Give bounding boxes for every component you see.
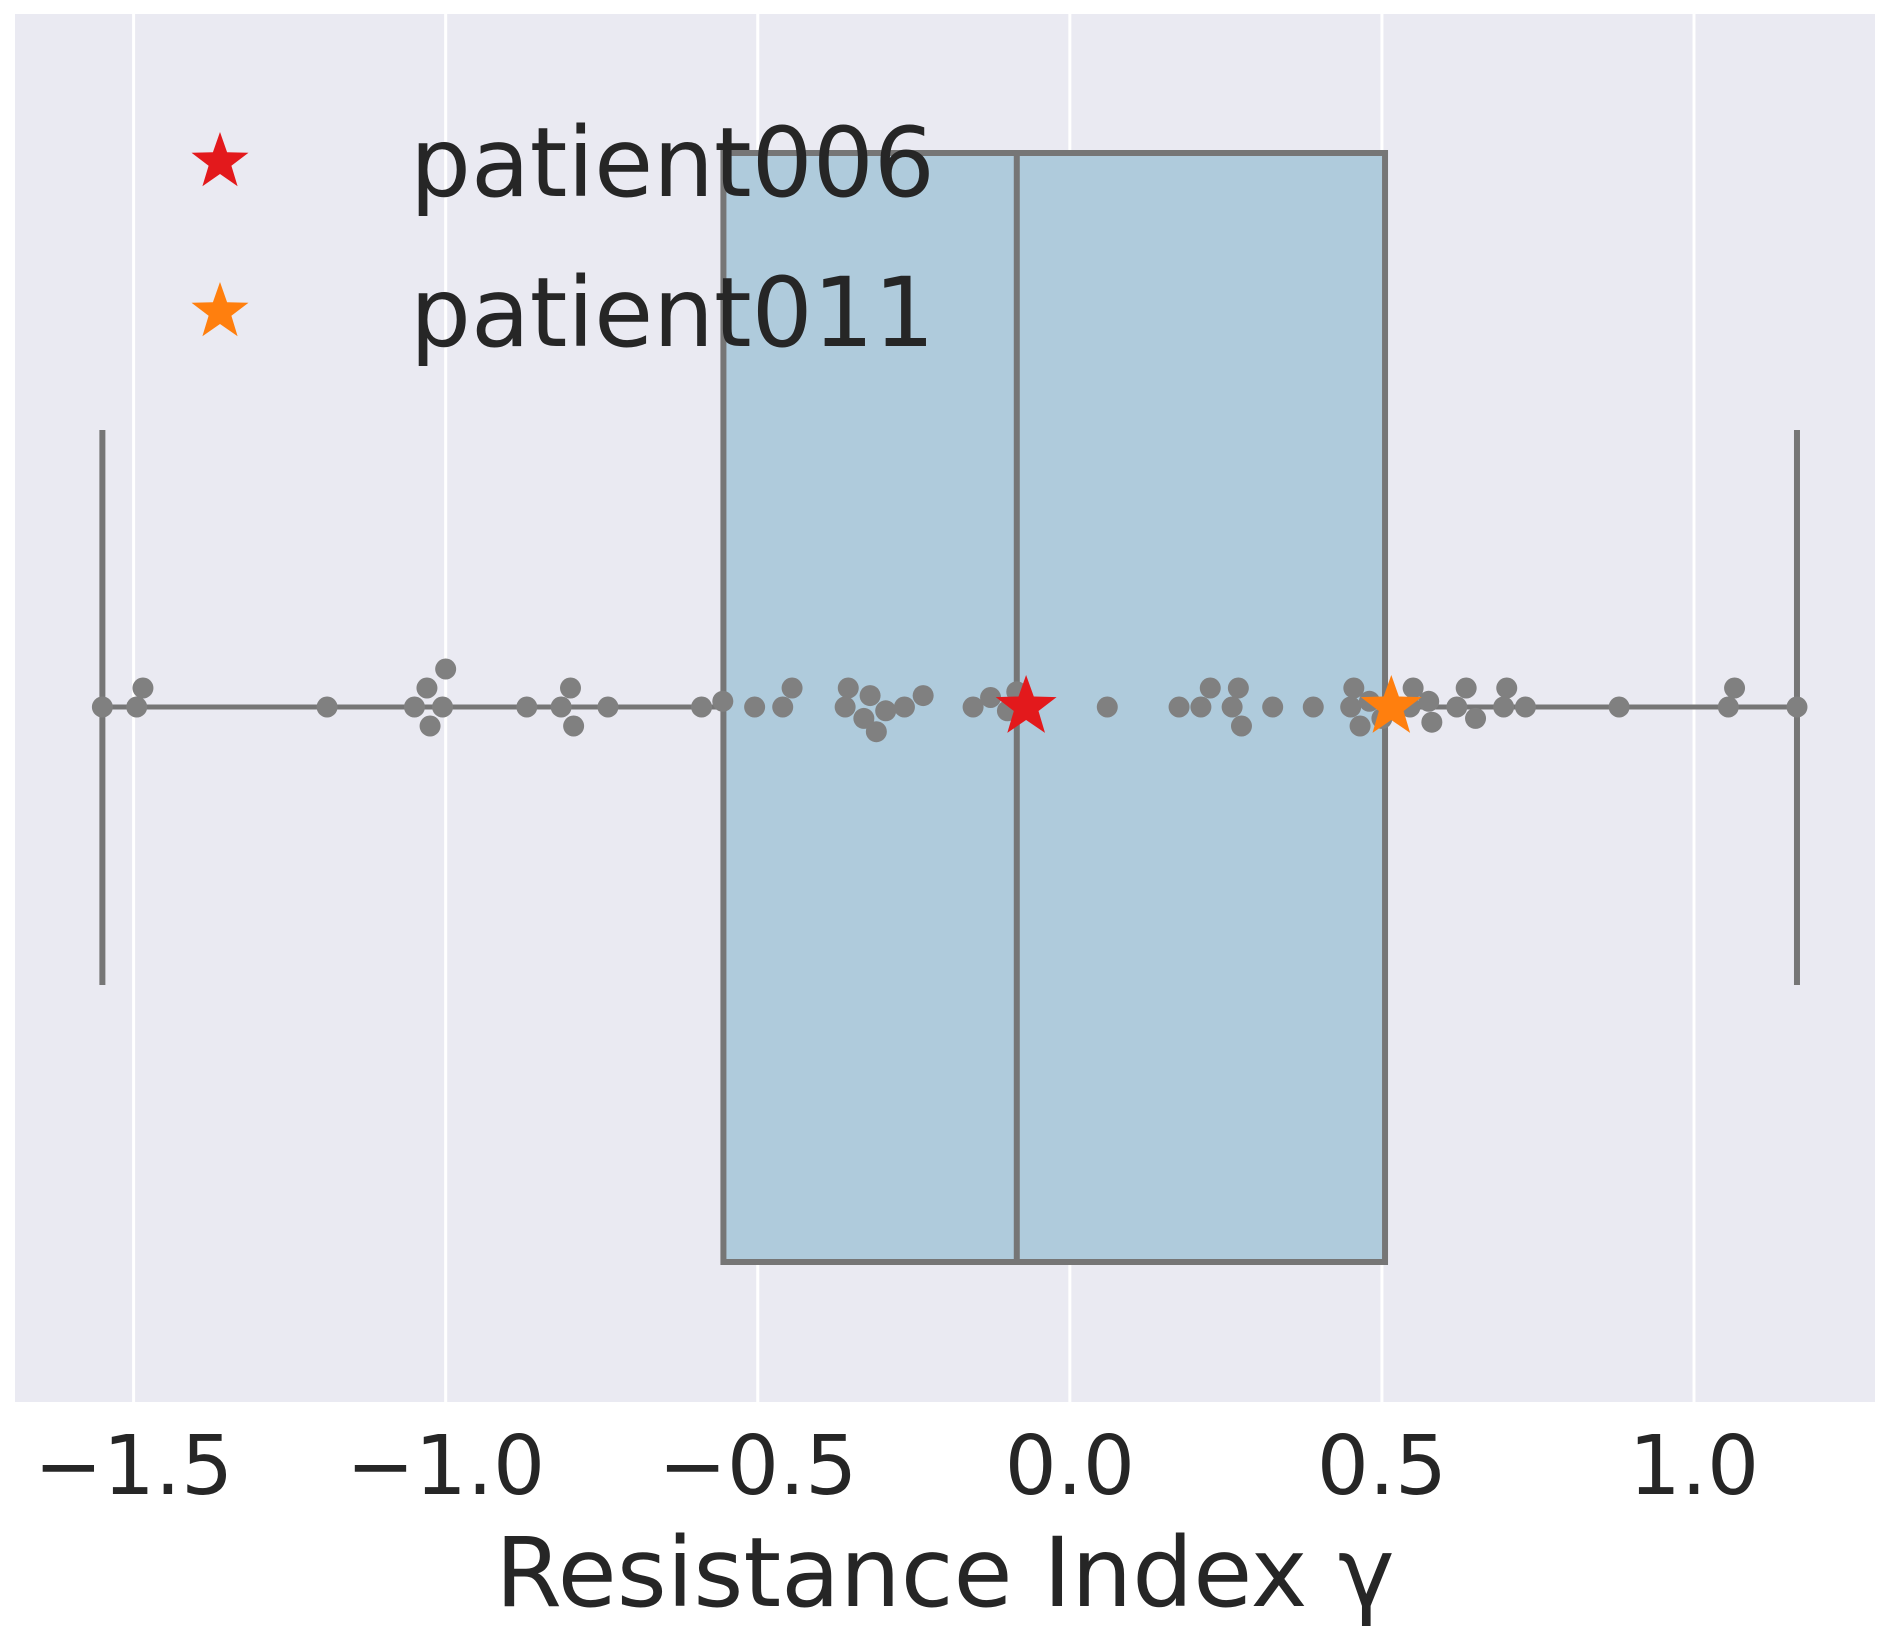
data-point <box>875 700 897 722</box>
data-point <box>1168 696 1190 718</box>
data-point <box>1455 677 1477 699</box>
data-point <box>837 677 859 699</box>
data-point <box>744 696 766 718</box>
data-point <box>962 696 984 718</box>
data-point <box>1221 696 1243 718</box>
data-point <box>980 687 1002 708</box>
data-point <box>781 677 803 699</box>
data-points <box>91 658 1808 743</box>
legend-star-patient006 <box>191 132 249 187</box>
data-point <box>772 696 794 718</box>
data-point <box>563 715 585 737</box>
legend: patient006 patient011 <box>191 107 935 369</box>
data-point <box>1096 696 1118 718</box>
data-point <box>1786 696 1808 718</box>
data-point <box>1199 677 1221 699</box>
data-point <box>1190 696 1212 718</box>
x-tick-label: 0.0 <box>1005 1419 1135 1514</box>
data-point <box>1343 677 1365 699</box>
x-tick-label: 0.5 <box>1317 1419 1447 1514</box>
legend-star-patient011 <box>191 282 249 337</box>
data-point <box>1302 696 1324 718</box>
data-point <box>1230 715 1252 737</box>
data-point <box>1717 696 1739 718</box>
data-point <box>126 696 148 718</box>
data-point <box>419 715 441 737</box>
x-tick-labels: −1.5 −1.0 −0.5 0.0 0.5 1.0 <box>34 1419 1759 1514</box>
data-point <box>712 690 734 712</box>
data-point <box>1262 696 1284 718</box>
x-tick-label: 1.0 <box>1629 1419 1759 1514</box>
data-point <box>516 696 538 718</box>
data-point <box>1418 690 1440 712</box>
data-point <box>1465 707 1487 729</box>
data-point <box>853 707 875 729</box>
data-point <box>1514 696 1536 718</box>
data-point <box>560 677 582 699</box>
data-point <box>432 696 454 718</box>
data-point <box>316 696 338 718</box>
data-point <box>1421 711 1443 733</box>
data-point <box>597 696 619 718</box>
data-point <box>1724 677 1746 699</box>
data-point <box>1608 696 1630 718</box>
data-point <box>912 685 934 707</box>
data-point <box>1340 696 1362 718</box>
data-point <box>403 696 425 718</box>
data-point <box>1227 677 1249 699</box>
data-point <box>550 696 572 718</box>
highlight-star-patient011 <box>1360 675 1422 733</box>
data-point <box>865 721 887 743</box>
x-tick-label: −0.5 <box>658 1419 857 1514</box>
data-point <box>1446 696 1468 718</box>
data-point <box>416 677 438 699</box>
legend-label-patient011: patient011 <box>410 257 935 369</box>
x-tick-label: −1.5 <box>34 1419 233 1514</box>
data-point <box>1349 715 1371 737</box>
data-point <box>1493 696 1515 718</box>
legend-label-patient006: patient006 <box>410 107 935 219</box>
data-point <box>834 696 856 718</box>
data-point <box>893 696 915 718</box>
highlight-star-patient006 <box>995 675 1057 733</box>
x-tick-label: −1.0 <box>346 1419 545 1514</box>
x-axis-label: Resistance Index γ <box>495 1517 1394 1629</box>
data-point <box>132 677 154 699</box>
data-point <box>435 658 457 680</box>
data-point <box>91 696 113 718</box>
data-point <box>1402 677 1424 699</box>
data-point <box>859 685 881 707</box>
data-point <box>691 696 713 718</box>
data-point <box>1496 677 1518 699</box>
highlight-markers <box>995 675 1422 733</box>
